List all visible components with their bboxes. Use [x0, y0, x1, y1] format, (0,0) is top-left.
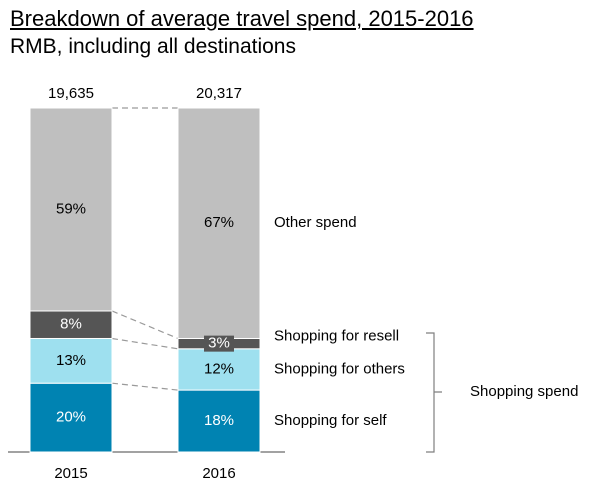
- data-label-shopping-for-self-2016: 18%: [204, 412, 234, 429]
- shopping-spend-label: Shopping spend: [470, 383, 578, 400]
- shopping-spend-bracket: [426, 332, 442, 453]
- legend-other-spend: Other spend: [274, 214, 357, 231]
- chart-subtitle: RMB, including all destinations: [10, 35, 296, 58]
- bar-segment-shopping-for-self-2015: [29, 382, 113, 453]
- bar-segment-shopping-for-self-2016: [177, 389, 261, 453]
- legend-shopping-for-resell: Shopping for resell: [274, 327, 399, 344]
- bar-segment-other-spend-2015: [29, 107, 113, 312]
- data-label-other-spend-2016: 67%: [204, 214, 234, 231]
- legend-shopping-for-others: Shopping for others: [274, 360, 405, 377]
- bar-segment-shopping-for-others-2016: [177, 348, 261, 391]
- connector-shopping-for-others: [111, 337, 179, 350]
- connector-shopping-for-resell: [111, 310, 179, 340]
- total-label-2016: 20,317: [196, 85, 242, 102]
- legend-shopping-for-self: Shopping for self: [274, 412, 387, 429]
- data-label-shopping-for-resell-2016: 3%: [208, 335, 230, 352]
- data-label-other-spend-2015: 59%: [56, 200, 86, 217]
- total-label-2015: 19,635: [48, 85, 94, 102]
- x-tick-label-2015: 2015: [54, 465, 87, 482]
- chart-title: Breakdown of average travel spend, 2015-…: [10, 6, 474, 31]
- bar-segment-shopping-for-resell-2015: [29, 310, 113, 339]
- bar-segment-shopping-for-others-2015: [29, 337, 113, 384]
- connector-shopping-for-self: [111, 382, 179, 391]
- data-label-box-shopping-for-resell-2016: [204, 335, 234, 352]
- x-tick-label-2016: 2016: [202, 465, 235, 482]
- data-label-shopping-for-self-2015: 20%: [56, 409, 86, 426]
- data-label-shopping-for-others-2015: 13%: [56, 352, 86, 369]
- data-label-shopping-for-resell-2015: 8%: [60, 316, 82, 333]
- data-label-shopping-for-others-2016: 12%: [204, 360, 234, 377]
- bar-segment-other-spend-2016: [177, 107, 261, 339]
